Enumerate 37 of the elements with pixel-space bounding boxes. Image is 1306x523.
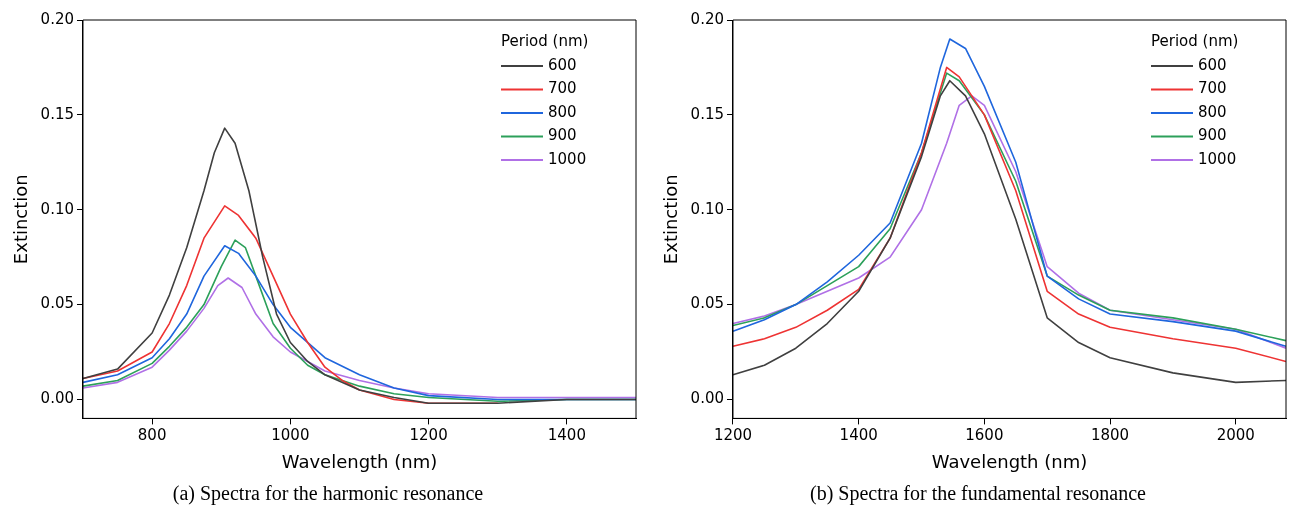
y-tick-label: 0.00 [690,389,724,408]
y-tick-label: 0.15 [40,104,74,123]
y-axis-title: Extinction [660,174,682,265]
text: (b) Spectra for the fundamental resonance [810,482,1146,505]
legend-title: Period (nm) [1151,31,1239,50]
x-tick-label: 2000 [1216,426,1255,445]
y-tick-label: 0.20 [690,9,724,28]
x-tick-label: 800 [137,426,167,445]
text: (a) Spectra for the harmonic resonance [172,482,484,505]
legend-label: 1000 [1198,149,1237,168]
legend-label: 800 [548,102,577,121]
x-tick-label: 1200 [409,426,448,445]
y-tick-label: 0.10 [690,199,724,218]
x-tick-label: 1800 [1090,426,1130,445]
x-tick-label: 1400 [547,426,586,445]
x-tick-label: 1000 [271,426,310,445]
y-tick-label: 0.10 [40,199,74,218]
legend-label: 1000 [548,149,587,168]
x-tick-label: 1200 [713,426,753,445]
legend-label: 700 [548,79,577,98]
legend-label: 600 [548,55,577,74]
x-axis-title: Wavelength (nm) [281,450,438,472]
y-tick-label: 0.20 [40,9,74,28]
y-tick-label: 0.05 [690,294,724,313]
legend-label: 600 [1198,55,1227,74]
legend-label: 900 [1198,126,1227,145]
y-tick-label: 0.15 [690,104,724,123]
y-axis-title: Extinction [10,174,32,265]
y-tick-label: 0.00 [40,389,74,408]
legend-label: 800 [1198,102,1227,121]
x-tick-label: 1600 [965,426,1004,445]
x-axis-title: Wavelength (nm) [931,450,1088,472]
legend-label: 700 [1198,79,1227,98]
x-tick-label: 1400 [839,426,878,445]
y-tick-label: 0.05 [40,294,74,313]
legend-label: 900 [548,126,577,145]
legend-title: Period (nm) [501,31,589,50]
